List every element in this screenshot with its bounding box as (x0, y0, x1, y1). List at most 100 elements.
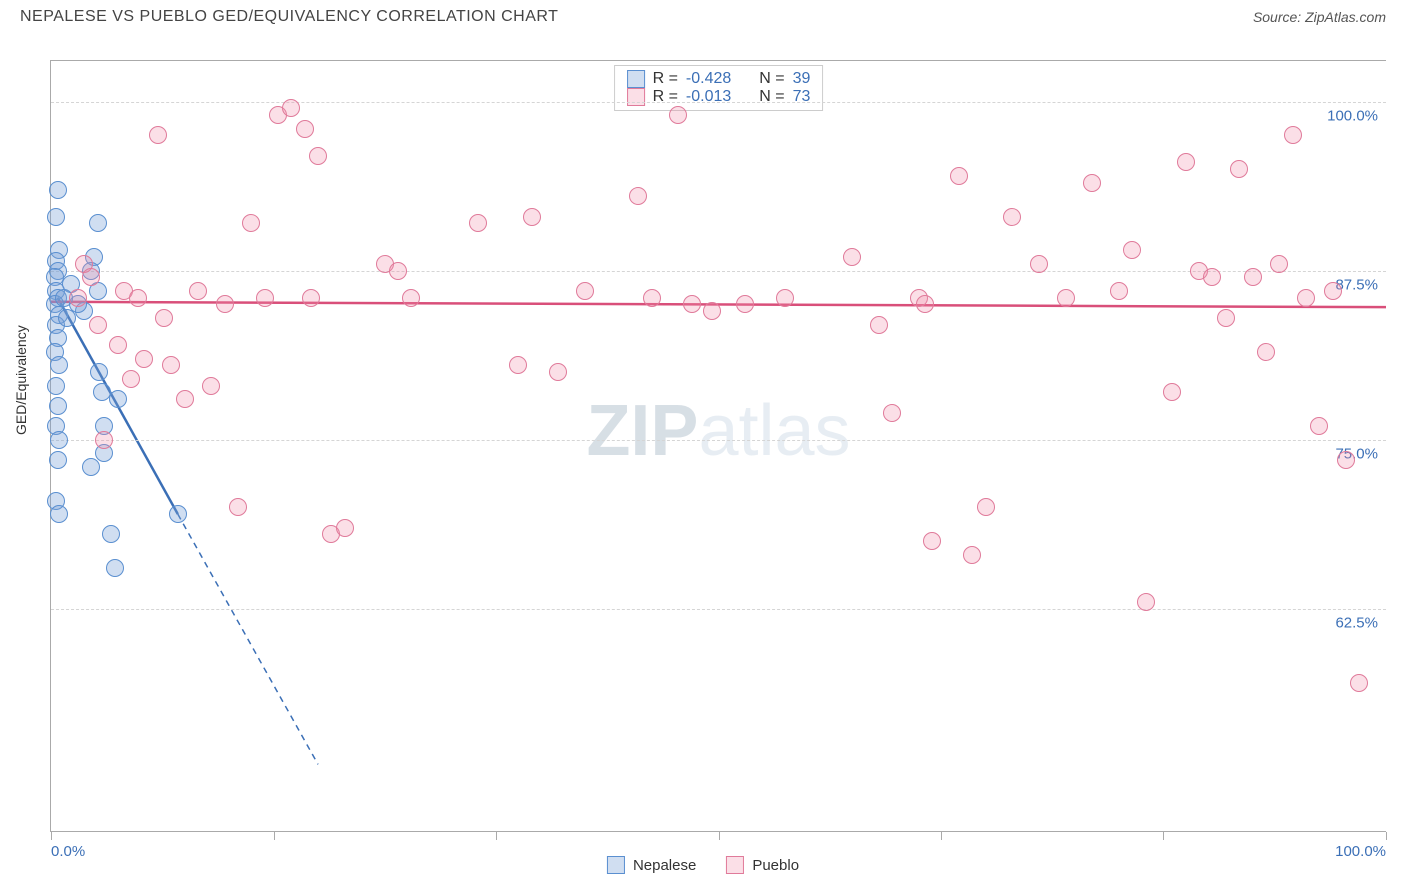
scatter-point (162, 356, 180, 374)
legend-series: Nepalese Pueblo (607, 856, 799, 874)
scatter-point (1030, 255, 1048, 273)
scatter-point (109, 336, 127, 354)
scatter-point (296, 120, 314, 138)
scatter-point (109, 390, 127, 408)
scatter-point (843, 248, 861, 266)
chart-header: NEPALESE VS PUEBLO GED/EQUIVALENCY CORRE… (0, 0, 1406, 30)
scatter-point (155, 309, 173, 327)
scatter-point (242, 214, 260, 232)
scatter-point (1297, 289, 1315, 307)
scatter-point (1230, 160, 1248, 178)
scatter-point (469, 214, 487, 232)
legend-series-item: Nepalese (607, 856, 696, 874)
scatter-point (883, 404, 901, 422)
scatter-point (90, 363, 108, 381)
scatter-point (389, 262, 407, 280)
x-tick (941, 832, 942, 840)
scatter-point (963, 546, 981, 564)
scatter-point (50, 431, 68, 449)
scatter-point (58, 309, 76, 327)
legend-swatch (726, 856, 744, 874)
scatter-point (89, 316, 107, 334)
y-tick-label: 87.5% (1335, 276, 1378, 293)
scatter-point (50, 505, 68, 523)
watermark-zip: ZIP (586, 391, 698, 471)
scatter-point (977, 498, 995, 516)
scatter-point (95, 431, 113, 449)
chart-source: Source: ZipAtlas.com (1253, 9, 1386, 25)
legend-swatch (627, 88, 645, 106)
n-label: N = (759, 88, 784, 106)
gridline (51, 609, 1386, 610)
legend-series-label: Pueblo (752, 857, 799, 874)
scatter-point (89, 214, 107, 232)
scatter-point (1137, 593, 1155, 611)
scatter-point (1244, 268, 1262, 286)
legend-swatch (627, 70, 645, 88)
scatter-point (776, 289, 794, 307)
y-tick-label: 62.5% (1335, 614, 1378, 631)
legend-correlation-row: R = -0.013 N = 73 (627, 88, 811, 106)
scatter-point (47, 208, 65, 226)
n-value: 73 (793, 88, 811, 106)
gridline (51, 271, 1386, 272)
scatter-point (1257, 343, 1275, 361)
scatter-point (122, 370, 140, 388)
x-tick-label: 100.0% (1335, 843, 1386, 860)
scatter-point (49, 397, 67, 415)
scatter-point (256, 289, 274, 307)
scatter-point (1324, 282, 1342, 300)
scatter-point (169, 505, 187, 523)
scatter-point (683, 295, 701, 313)
scatter-point (549, 363, 567, 381)
scatter-point (1310, 417, 1328, 435)
scatter-point (1003, 208, 1021, 226)
trend-line-extension (178, 514, 318, 764)
n-label: N = (759, 70, 784, 88)
legend-series-label: Nepalese (633, 857, 696, 874)
r-value: -0.013 (686, 88, 731, 106)
x-tick-label: 0.0% (51, 843, 85, 860)
scatter-point (135, 350, 153, 368)
r-label: R = (653, 88, 678, 106)
x-tick (274, 832, 275, 840)
scatter-point (1217, 309, 1235, 327)
scatter-point (216, 295, 234, 313)
scatter-point (176, 390, 194, 408)
scatter-point (282, 99, 300, 117)
scatter-point (1350, 674, 1368, 692)
x-tick (1386, 832, 1387, 840)
legend-series-item: Pueblo (726, 856, 799, 874)
scatter-point (202, 377, 220, 395)
scatter-point (1057, 289, 1075, 307)
scatter-point (576, 282, 594, 300)
scatter-point (1284, 126, 1302, 144)
x-tick (719, 832, 720, 840)
gridline (51, 102, 1386, 103)
legend-swatch (607, 856, 625, 874)
scatter-point (49, 451, 67, 469)
scatter-point (189, 282, 207, 300)
scatter-point (309, 147, 327, 165)
scatter-point (302, 289, 320, 307)
scatter-point (923, 532, 941, 550)
chart-plot-area: GED/Equivalency ZIPatlas R =-0.428N =39R… (50, 60, 1386, 832)
scatter-point (1123, 241, 1141, 259)
scatter-point (106, 559, 124, 577)
scatter-point (47, 377, 65, 395)
scatter-point (1110, 282, 1128, 300)
x-tick (1163, 832, 1164, 840)
legend-correlation: R =-0.428N =39R = -0.013 N = 73 (614, 65, 824, 111)
scatter-point (509, 356, 527, 374)
scatter-point (1203, 268, 1221, 286)
scatter-point (1337, 451, 1355, 469)
scatter-point (229, 498, 247, 516)
scatter-point (736, 295, 754, 313)
legend-correlation-row: R =-0.428N =39 (627, 70, 811, 88)
scatter-point (69, 289, 87, 307)
scatter-point (669, 106, 687, 124)
scatter-point (49, 181, 67, 199)
scatter-point (402, 289, 420, 307)
watermark: ZIPatlas (586, 390, 850, 472)
x-tick (496, 832, 497, 840)
